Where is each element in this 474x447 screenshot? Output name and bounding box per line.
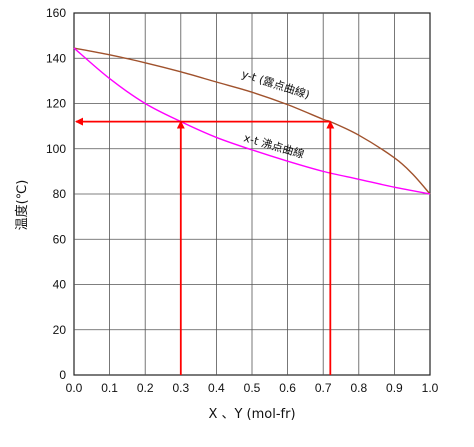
x-tick-label: 0.8 bbox=[350, 381, 367, 395]
x-tick-label: 0.7 bbox=[315, 381, 332, 395]
y-tick-label: 120 bbox=[46, 97, 66, 111]
y-tick-label: 20 bbox=[53, 323, 67, 337]
dew-point-curve bbox=[73, 47, 431, 195]
x-tick-label: 0.3 bbox=[172, 381, 189, 395]
y-tick-label: 60 bbox=[53, 232, 67, 246]
y-tick-label: 140 bbox=[46, 51, 66, 65]
x-tick-label: 0.5 bbox=[244, 381, 261, 395]
x-tick-label: 0.9 bbox=[386, 381, 403, 395]
x-tick-label: 0.1 bbox=[101, 381, 118, 395]
y-tick-label: 80 bbox=[53, 187, 67, 201]
x-tick-label: 0.4 bbox=[208, 381, 225, 395]
boiling-point-curve bbox=[73, 47, 431, 195]
x-tick-labels: 0.0 0.1 0.2 0.3 0.4 0.5 0.6 0.7 0.8 0.9 1.0 bbox=[66, 381, 439, 395]
x-tick-label: 1.0 bbox=[422, 381, 439, 395]
y-axis-title: 温度(℃) bbox=[14, 180, 30, 231]
y-tick-label: 100 bbox=[46, 142, 66, 156]
x-tick-label: 0.6 bbox=[279, 381, 296, 395]
y-tick-label: 160 bbox=[46, 6, 66, 20]
x-tick-label: 0.2 bbox=[137, 381, 154, 395]
x-axis-title: X 、Y (mol-fr) bbox=[208, 407, 295, 422]
y-tick-label: 0 bbox=[59, 368, 66, 382]
x-tick-label: 0.0 bbox=[66, 381, 83, 395]
curves bbox=[73, 47, 431, 195]
guide-arrows bbox=[75, 117, 335, 375]
grid bbox=[74, 13, 430, 375]
y-tick-label: 40 bbox=[53, 278, 67, 292]
y-tick-labels: 0 20 40 60 80 100 120 140 160 bbox=[46, 6, 66, 382]
